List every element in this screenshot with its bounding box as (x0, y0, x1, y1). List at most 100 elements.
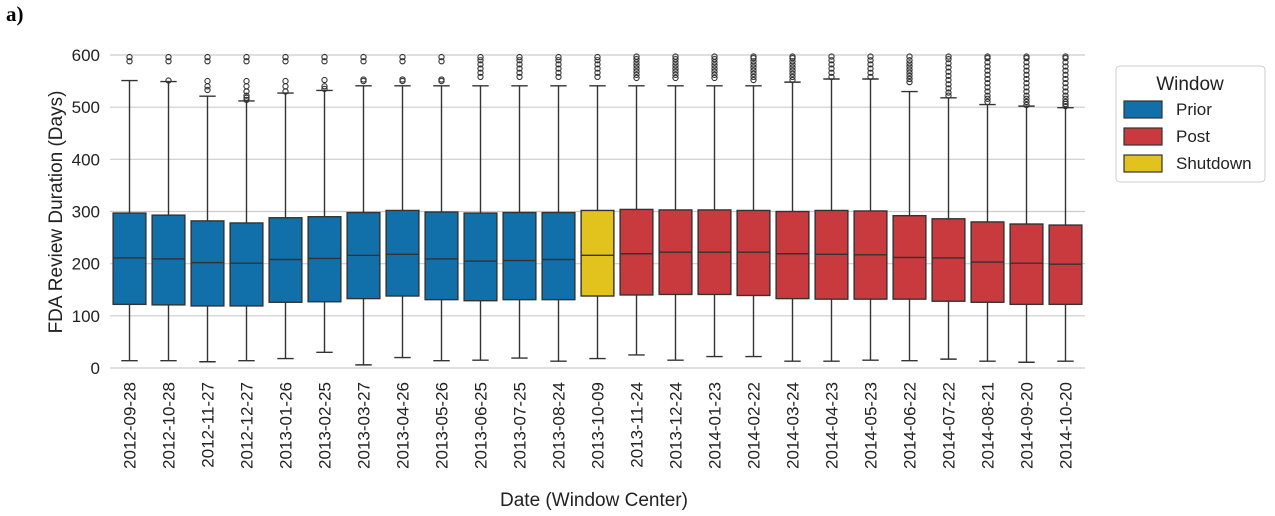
outlier-point (594, 57, 601, 64)
outlier-point (867, 65, 874, 72)
outlier-point (672, 65, 679, 72)
outlier-point (828, 61, 835, 68)
box-body (736, 209, 771, 297)
box-2014-01-23 (697, 53, 732, 358)
outlier-point (789, 73, 796, 81)
outlier-point (438, 58, 445, 65)
box-2014-04-23 (814, 53, 849, 362)
box-2013-04-26 (385, 53, 420, 359)
outlier-point (906, 75, 913, 83)
outlier-point (594, 65, 601, 72)
outlier-point (945, 53, 952, 60)
outlier-point (711, 71, 718, 78)
box-2013-12-24 (658, 53, 693, 361)
outlier-point (360, 53, 367, 61)
x-tick-label: 2012-12-27 (238, 382, 257, 469)
outlier-point (1062, 80, 1069, 87)
outlier-point (789, 76, 796, 84)
outlier-point (984, 84, 991, 91)
outlier-point (672, 71, 679, 78)
x-tick-label: 2013-11-24 (628, 382, 647, 468)
outlier-point (750, 73, 757, 81)
outlier-point (1023, 67, 1030, 74)
outlier-point (126, 53, 133, 61)
outlier-point (867, 69, 874, 76)
outlier-point (165, 53, 172, 61)
outlier-point (321, 85, 328, 93)
y-tick-label: 0 (91, 359, 100, 378)
x-tick-label: 2014-01-23 (706, 382, 725, 469)
outlier-point (906, 69, 913, 76)
outlier-point (204, 53, 211, 61)
outlier-point (828, 69, 835, 76)
outlier-point (867, 61, 874, 68)
outlier-point (555, 73, 562, 81)
box-2013-05-26 (424, 53, 459, 362)
outlier-point (984, 98, 991, 106)
box-body (229, 222, 264, 307)
box-2014-03-24 (775, 53, 810, 362)
outlier-point (711, 53, 718, 60)
box-body (151, 214, 186, 306)
outlier-point (516, 65, 523, 72)
outlier-point (633, 74, 640, 82)
box-2014-09-20 (1009, 53, 1044, 363)
outlier-point (789, 64, 796, 71)
outlier-point (789, 70, 796, 77)
boxes (112, 53, 1083, 366)
outlier-point (1062, 75, 1069, 83)
x-tick-label: 2014-04-23 (823, 382, 842, 469)
outlier-point (906, 63, 913, 70)
outlier-point (516, 69, 523, 76)
box-2012-09-28 (112, 53, 147, 362)
outlier-point (789, 61, 796, 68)
outlier-point (399, 58, 406, 65)
outlier-point (477, 61, 484, 68)
outlier-point (477, 73, 484, 81)
outlier-point (672, 56, 679, 63)
legend-swatch (1123, 127, 1163, 146)
y-tick-label: 400 (72, 150, 100, 169)
outlier-point (672, 74, 679, 82)
outlier-point (750, 53, 757, 60)
outlier-point (516, 61, 523, 68)
y-axis-label: FDA Review Duration (Days) (46, 91, 67, 334)
outlier-point (1023, 75, 1030, 83)
outlier-point (1062, 95, 1069, 102)
outlier-point (399, 76, 406, 83)
box-2013-02-25 (307, 53, 342, 354)
outlier-point (633, 53, 640, 60)
outlier-point (672, 62, 679, 69)
outlier-point (672, 68, 679, 75)
outlier-point (1023, 101, 1030, 109)
outlier-point (750, 61, 757, 68)
y-tick-label: 600 (72, 46, 100, 65)
outlier-point (438, 53, 445, 61)
outlier-point (594, 61, 601, 68)
box-2012-11-27 (190, 53, 225, 363)
outlier-point (945, 68, 952, 75)
outlier-point (984, 80, 991, 87)
x-tick-label: 2014-06-22 (901, 382, 920, 469)
x-tick-label: 2014-07-22 (940, 382, 959, 469)
x-tick-label: 2014-05-23 (862, 382, 881, 469)
outlier-point (867, 73, 874, 81)
box-2014-06-22 (892, 53, 927, 362)
outlier-point (204, 86, 211, 94)
x-tick-label: 2014-03-24 (784, 382, 803, 469)
outlier-point (633, 65, 640, 72)
outlier-point (945, 60, 952, 67)
box-body (775, 210, 810, 300)
outlier-point (906, 66, 913, 73)
outlier-point (282, 53, 289, 61)
legend-label: Shutdown (1176, 154, 1252, 173)
outlier-point (984, 67, 991, 74)
x-tick-label: 2013-05-26 (433, 382, 452, 469)
outlier-point (633, 71, 640, 78)
box-body (619, 208, 654, 296)
outlier-point (1023, 63, 1030, 70)
outlier-point (828, 57, 835, 64)
outlier-point (1062, 88, 1069, 95)
outlier-point (516, 57, 523, 64)
y-tick-labels: 0 100 200 300 400 500 600 (72, 46, 100, 378)
